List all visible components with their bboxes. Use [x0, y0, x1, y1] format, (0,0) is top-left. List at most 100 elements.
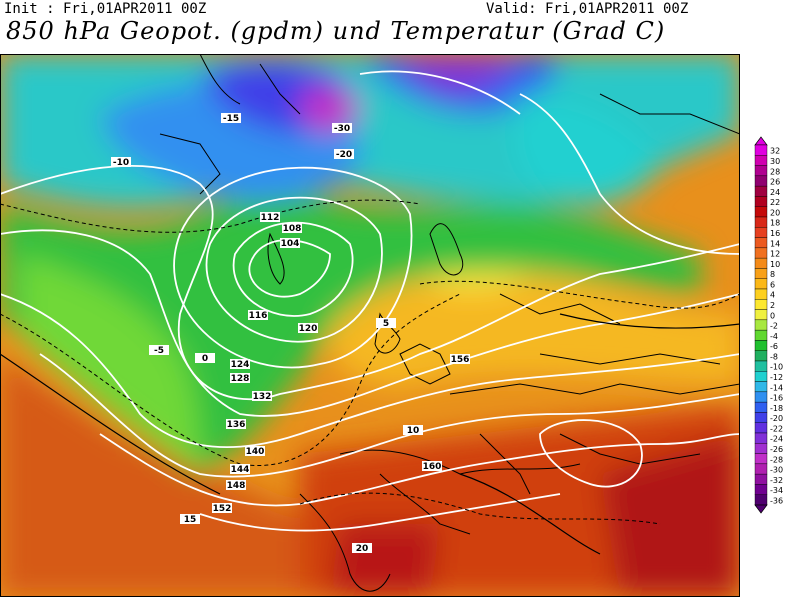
map-label-bg — [403, 425, 423, 435]
legend-label: -6 — [770, 342, 778, 351]
legend-label: -14 — [770, 383, 783, 392]
geopotential-label: 15 — [184, 515, 197, 525]
temperature-contours — [0, 199, 740, 525]
geopotential-label: 128 — [231, 374, 250, 384]
legend-swatch — [754, 288, 768, 300]
legend-label: -24 — [770, 435, 783, 444]
legend-swatch — [754, 473, 768, 485]
geopotential-label: 160 — [423, 462, 442, 472]
map-label-bg — [230, 373, 250, 383]
map-label-bg — [226, 480, 246, 490]
valid-time: Valid: Fri,01APR2011 00Z — [486, 1, 689, 17]
legend-label: -10 — [770, 363, 783, 372]
legend-swatch — [754, 350, 768, 362]
legend-label: 28 — [770, 167, 780, 176]
legend-label: 20 — [770, 208, 780, 217]
legend-label: 2 — [770, 301, 775, 310]
legend-swatch — [754, 175, 768, 187]
legend-swatch — [754, 144, 768, 156]
legend-label: -26 — [770, 445, 783, 454]
geopotential-label: 10 — [407, 426, 420, 436]
legend-swatch — [754, 237, 768, 249]
geopotential-labels: 1161201241281321361401441481521561601081… — [212, 212, 470, 514]
legend-swatch — [754, 329, 768, 341]
legend-label: -18 — [770, 404, 783, 413]
map-label-bg — [280, 238, 300, 248]
legend-swatch — [754, 494, 768, 506]
map-label-bg — [252, 391, 272, 401]
geopotential-label: -5 — [154, 346, 164, 356]
legend-swatch — [754, 278, 768, 290]
map-label-bg — [180, 514, 200, 524]
legend-label: -12 — [770, 373, 783, 382]
legend-swatch — [754, 453, 768, 465]
map-label-bg — [450, 354, 470, 364]
geopotential-label: 5 — [383, 319, 389, 329]
geopotential-label: 140 — [246, 447, 265, 457]
legend-label: -28 — [770, 455, 783, 464]
map-label-bg — [248, 310, 268, 320]
legend-swatch — [754, 443, 768, 454]
legend-label: -20 — [770, 414, 783, 423]
legend-swatch — [754, 319, 768, 331]
geopotential-label: 120 — [299, 324, 318, 334]
temperature-labels: -30 -20 -15 -10 -5 0 5 10 15 20 — [111, 113, 423, 554]
geopotential-label: 20 — [356, 544, 369, 554]
legend-swatch — [754, 227, 768, 238]
map-label-bg — [332, 123, 352, 133]
geopotential-label: 136 — [227, 420, 246, 430]
legend-label: 6 — [770, 280, 775, 289]
legend-label: 16 — [770, 229, 780, 238]
weather-map: 1161201241281321361401441481521561601081… — [0, 54, 740, 597]
legend-swatch — [754, 155, 768, 166]
legend-swatch — [754, 401, 768, 413]
legend-label: 12 — [770, 250, 780, 259]
legend-label: -8 — [770, 352, 778, 361]
legend-swatch — [754, 216, 768, 228]
legend-label: 18 — [770, 219, 780, 228]
legend-swatch — [754, 309, 768, 321]
color-legend: 32302826242220181614121086420-2-4-6-8-10… — [754, 136, 783, 514]
temperature-contours-solid — [0, 313, 740, 555]
geopotential-label: 148 — [227, 481, 246, 491]
init-time: Init : Fri,01APR2011 00Z — [4, 1, 207, 17]
map-label-bg — [230, 464, 250, 474]
legend-label: 32 — [770, 147, 780, 156]
legend-label: 26 — [770, 178, 780, 187]
geopotential-label: 132 — [253, 392, 272, 402]
legend-swatch — [754, 206, 768, 218]
map-label-bg — [226, 419, 246, 429]
legend-label: 14 — [770, 239, 780, 248]
map-label-bg — [221, 113, 241, 123]
legend-swatch — [754, 257, 768, 269]
legend-label: 0 — [770, 311, 775, 320]
legend-label: -34 — [770, 486, 783, 495]
legend-label: 30 — [770, 157, 780, 166]
map-label-bg — [245, 446, 265, 456]
legend-swatch — [754, 484, 768, 495]
legend-label: -32 — [770, 476, 783, 485]
geopotential-label: 124 — [231, 360, 250, 370]
legend-label: 24 — [770, 188, 780, 197]
legend-swatch — [754, 432, 768, 444]
legend-label: 22 — [770, 198, 780, 207]
geopotential-label: -10 — [113, 158, 129, 168]
map-label-bg — [282, 223, 302, 233]
legend-swatch — [754, 371, 768, 382]
map-label-bg — [422, 461, 442, 471]
legend-swatch — [754, 268, 768, 279]
map-label-bg — [195, 353, 215, 363]
coastlines — [159, 54, 740, 592]
legend-swatch — [754, 391, 768, 403]
geopotential-label: 144 — [231, 465, 250, 475]
geopotential-label: 116 — [249, 311, 268, 321]
legend-swatch — [754, 185, 768, 197]
legend-swatch — [754, 360, 768, 372]
legend-label: -30 — [770, 466, 783, 475]
geopotential-label: 108 — [283, 224, 302, 234]
legend-label: -16 — [770, 394, 783, 403]
legend-swatch — [754, 165, 768, 177]
map-label-bg — [149, 345, 169, 355]
map-label-bg — [111, 157, 131, 167]
legend-swatch — [754, 299, 768, 310]
